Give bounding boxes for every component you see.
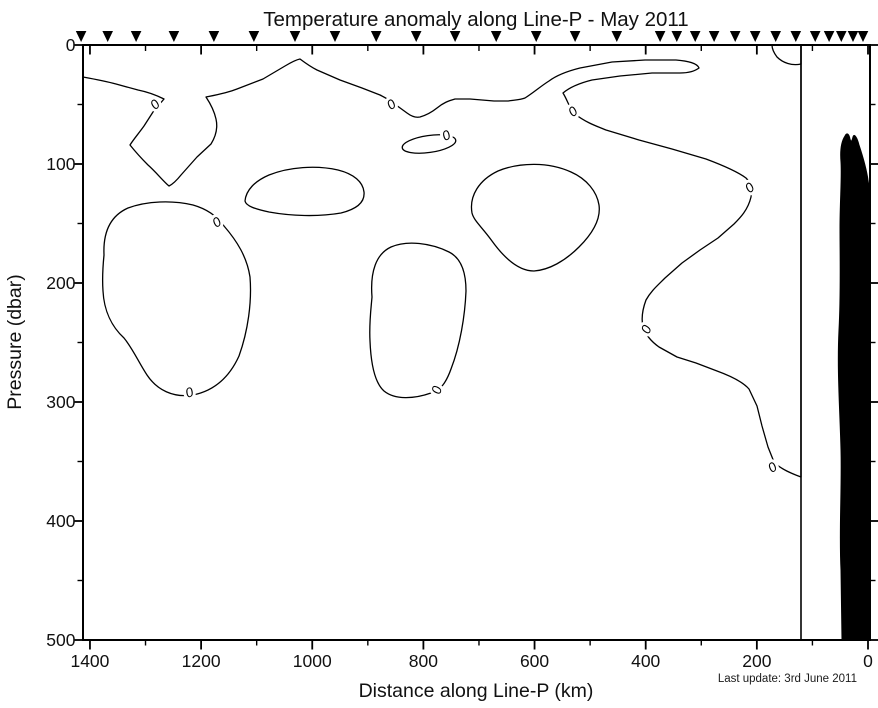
- x-tick-label: 0: [863, 651, 873, 671]
- station-marker-triangle: [770, 31, 781, 42]
- zero-contour-label: 0: [742, 179, 758, 196]
- station-marker-triangle: [289, 31, 301, 42]
- station-marker-triangle: [130, 31, 142, 42]
- station-marker-triangle: [248, 31, 260, 42]
- plot-frame: [82, 44, 871, 641]
- chart-title: Temperature anomaly along Line-P - May 2…: [263, 8, 688, 31]
- contour-region-strong-positive-midline: [470, 163, 600, 272]
- zero-contour-label: 0: [209, 214, 224, 231]
- station-marker-triangle: [809, 31, 821, 42]
- station-marker-triangle: [329, 31, 341, 42]
- x-axis-label: Distance along Line-P (km): [359, 680, 594, 702]
- contour-region-negative-pool-midline: [369, 242, 467, 399]
- axis-ticks: [73, 44, 878, 650]
- y-tick-label: 400: [46, 511, 75, 531]
- y-tick-label: 300: [46, 392, 75, 412]
- station-marker-triangle: [708, 31, 720, 42]
- station-marker-triangle: [611, 31, 623, 42]
- zero-contour-label: 0: [638, 322, 655, 336]
- y-tick-label: 200: [46, 273, 75, 293]
- station-marker-triangle: [530, 31, 542, 42]
- x-tick-label: 1000: [293, 651, 332, 671]
- zero-contour-label: 0: [147, 96, 163, 112]
- y-tick-label: 0: [66, 35, 76, 55]
- zero-contour-label: 0: [440, 127, 454, 144]
- station-marker-triangle: [569, 31, 581, 42]
- bathymetry-landmass: [837, 133, 871, 641]
- station-marker-triangle: [689, 31, 701, 42]
- station-marker-triangle: [75, 31, 87, 42]
- station-marker-triangle: [749, 31, 761, 42]
- station-marker-triangle: [490, 31, 502, 42]
- station-marker-triangle: [671, 31, 683, 42]
- x-tick-label: 600: [520, 651, 549, 671]
- station-marker-triangle: [370, 31, 382, 42]
- zero-contour-label: 0: [765, 459, 780, 476]
- station-marker-triangle: [847, 31, 859, 42]
- station-marker-triangle: [823, 31, 835, 42]
- station-marker-triangle: [729, 31, 741, 42]
- station-marker-triangles: [75, 31, 869, 42]
- contour-region-negative-lens: [401, 134, 457, 154]
- station-marker-triangle: [857, 31, 869, 42]
- zero-contour-label: 0: [183, 384, 196, 401]
- y-axis-label: Pressure (dbar): [4, 274, 26, 409]
- last-update-note: Last update: 3rd June 2011: [718, 673, 857, 685]
- x-tick-label: 1200: [182, 651, 221, 671]
- contour-region-negative-surface-band: [82, 44, 802, 478]
- x-tick-labels: 1400 1200 1000 800 600 400 200 0: [70, 651, 873, 671]
- x-tick-label: 200: [742, 651, 771, 671]
- station-marker-triangle: [102, 31, 113, 42]
- station-marker-triangle: [836, 31, 847, 42]
- contour-region-strong-positive-offshore: [244, 166, 365, 217]
- y-tick-label: 500: [46, 630, 75, 650]
- contour-region-negative-pool-offshore: [101, 201, 252, 397]
- x-tick-label: 800: [409, 651, 438, 671]
- station-marker-triangle: [790, 31, 802, 42]
- x-tick-label: 400: [631, 651, 660, 671]
- station-marker-triangle: [654, 31, 666, 42]
- x-tick-label: 1400: [70, 651, 109, 671]
- y-tick-labels: 0 100 200 300 400 500: [46, 35, 75, 650]
- station-marker-triangle: [208, 31, 220, 42]
- station-marker-triangle: [168, 31, 180, 42]
- station-marker-triangle: [449, 31, 461, 42]
- zero-contour-label: 0: [384, 96, 399, 113]
- contour-region-strong-negative-patch: [771, 44, 802, 66]
- station-marker-triangle: [410, 31, 422, 42]
- y-tick-label: 100: [46, 154, 75, 174]
